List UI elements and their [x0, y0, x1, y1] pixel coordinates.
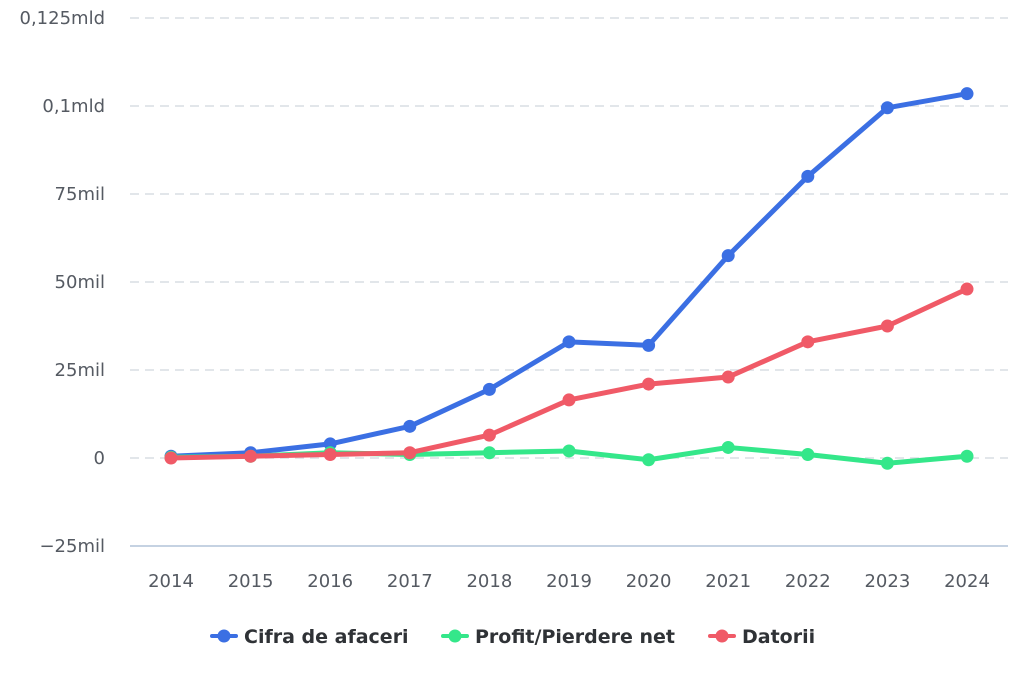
legend-item-datorii[interactable]: Datorii — [708, 626, 815, 648]
x-tick-label: 2019 — [546, 571, 592, 592]
y-axis-tick-labels: 0,125mld 0,1mld 75mil 50mil 25mil 0 −25mil — [20, 8, 106, 557]
data-point-datorii[interactable] — [642, 377, 656, 391]
data-point-datorii[interactable] — [482, 428, 496, 442]
data-point-cifra-de-afaceri[interactable] — [482, 382, 496, 396]
y-tick-label: 50mil — [55, 272, 105, 293]
data-point-profit-pierdere-net[interactable] — [642, 453, 656, 467]
y-tick-label: 0,125mld — [20, 8, 106, 29]
data-point-cifra-de-afaceri[interactable] — [960, 87, 974, 101]
data-point-datorii[interactable] — [164, 451, 178, 465]
y-tick-label: 0 — [94, 448, 105, 469]
legend-marker-swatch — [217, 629, 231, 643]
data-point-cifra-de-afaceri[interactable] — [642, 338, 656, 352]
data-point-profit-pierdere-net[interactable] — [880, 456, 894, 470]
series-lines — [164, 87, 974, 470]
x-tick-label: 2016 — [307, 571, 353, 592]
x-tick-label: 2017 — [387, 571, 433, 592]
data-point-profit-pierdere-net[interactable] — [801, 447, 815, 461]
x-tick-label: 2022 — [785, 571, 831, 592]
data-point-datorii[interactable] — [801, 335, 815, 349]
data-point-profit-pierdere-net[interactable] — [721, 440, 735, 454]
x-tick-label: 2020 — [626, 571, 672, 592]
x-tick-label: 2015 — [228, 571, 274, 592]
legend-item-cifra-de-afaceri[interactable]: Cifra de afaceri — [210, 626, 409, 648]
y-tick-label: 25mil — [55, 360, 105, 381]
series-line-datorii — [168, 286, 970, 461]
y-tick-label: −25mil — [39, 536, 105, 557]
grid-lines — [130, 17, 1008, 547]
legend-label: Profit/Pierdere net — [475, 626, 675, 648]
data-point-datorii[interactable] — [721, 370, 735, 384]
data-point-cifra-de-afaceri[interactable] — [880, 101, 894, 115]
data-point-profit-pierdere-net[interactable] — [482, 446, 496, 460]
x-tick-label: 2023 — [864, 571, 910, 592]
y-tick-label: 0,1mld — [42, 96, 105, 117]
x-tick-label: 2018 — [466, 571, 512, 592]
data-point-profit-pierdere-net[interactable] — [562, 444, 576, 458]
legend-label: Datorii — [742, 626, 815, 648]
series-datorii — [164, 282, 974, 465]
data-point-datorii[interactable] — [562, 393, 576, 407]
legend-item-profit-pierdere-net[interactable]: Profit/Pierdere net — [441, 626, 675, 648]
data-point-cifra-de-afaceri[interactable] — [562, 335, 576, 349]
legend-label: Cifra de afaceri — [244, 626, 409, 648]
data-point-profit-pierdere-net[interactable] — [960, 449, 974, 463]
data-point-cifra-de-afaceri[interactable] — [801, 169, 815, 183]
data-point-datorii[interactable] — [403, 446, 417, 460]
data-point-cifra-de-afaceri[interactable] — [721, 249, 735, 263]
legend-marker-swatch — [715, 629, 729, 643]
data-point-datorii[interactable] — [880, 319, 894, 333]
x-tick-label: 2021 — [705, 571, 751, 592]
data-point-datorii[interactable] — [323, 447, 337, 461]
y-tick-label: 75mil — [55, 184, 105, 205]
legend: Cifra de afaceri Profit/Pierdere net Dator… — [210, 626, 815, 648]
data-point-datorii[interactable] — [244, 449, 258, 463]
legend-marker-swatch — [448, 629, 462, 643]
x-tick-label: 2014 — [148, 571, 194, 592]
data-point-datorii[interactable] — [960, 282, 974, 296]
x-tick-label: 2024 — [944, 571, 990, 592]
x-axis-tick-labels: 2014 2015 2016 2017 2018 2019 2020 2021 2022 2023… — [148, 571, 990, 592]
data-point-cifra-de-afaceri[interactable] — [403, 419, 417, 433]
